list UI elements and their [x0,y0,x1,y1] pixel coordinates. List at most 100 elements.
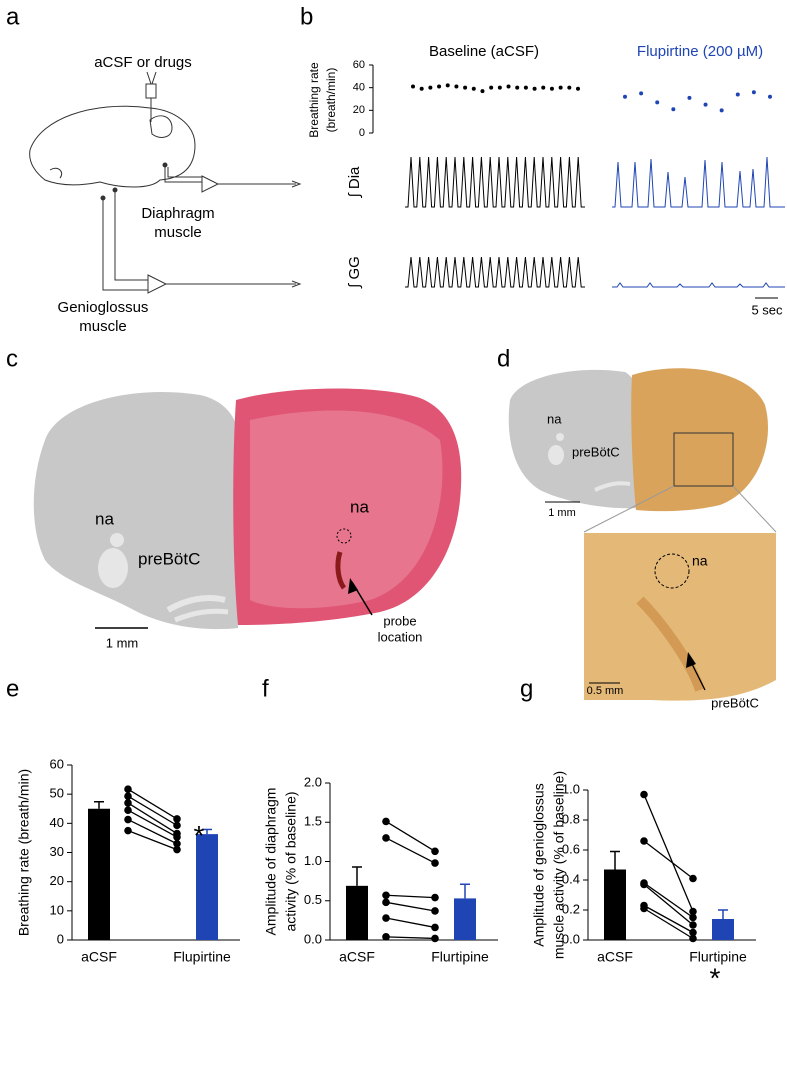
rate-dot [515,85,520,90]
subject-dot [640,904,648,913]
panel-letter: c [6,345,18,372]
subject-dot [173,833,181,841]
y-tick-label: 60 [353,59,365,71]
subject-line [385,936,436,940]
subject-dot [382,898,390,907]
rate-dot [480,89,485,94]
subject-line [643,882,694,919]
y-tick-label: 1.5 [304,814,322,829]
subject-dot [173,845,181,854]
y-axis-label: Breathing rate (breath/min) [16,769,32,936]
trace [612,282,785,288]
rate-dot [655,100,660,105]
y-tick-label: 0 [57,931,64,946]
y-tick-label: 40 [353,82,365,94]
rate-dot [497,85,502,90]
y-tick-label: 30 [50,844,64,859]
scale-label: 0.5 mm [587,685,624,697]
rate-dot [567,85,572,90]
subject-line [643,840,694,880]
section-image [508,368,777,701]
subject-line [127,802,178,835]
significance: * [710,962,721,993]
scale-label: 5 sec [751,302,783,317]
rate-dot [523,85,528,90]
scale-label: 1 mm [548,507,576,519]
subject-dot [431,923,439,932]
subject-dot [124,815,132,824]
bar [604,869,626,940]
y-axis-label: (breath/min) [324,68,338,133]
panel-letter: b [300,3,313,30]
subject-dot [382,834,390,842]
subject-dot [689,913,697,922]
x-tick-label: aCSF [81,949,117,965]
trace [405,156,585,208]
panel-letter: e [6,675,19,702]
bar [88,808,110,940]
rate-dot [751,90,756,95]
region-label: preBötC [138,549,200,568]
x-tick-label: Flurtipine [431,949,489,965]
region-label: preBötC [711,695,759,710]
rate-dot [623,94,627,99]
y-tick-label: 10 [50,902,64,917]
y-axis-label: Amplitude of diaphragm [263,788,279,936]
bar [454,898,476,940]
subject-dot [124,792,132,801]
x-tick-label: aCSF [597,949,633,965]
subject-line [127,795,178,826]
muscle-label: muscle [79,318,127,335]
rate-dot [558,85,563,90]
muscle-label: Diaphragm [141,205,214,222]
y-tick-label: 0.2 [562,901,580,916]
region-label: na [692,553,708,569]
rate-dot [687,95,692,100]
y-tick-label: 50 [50,786,64,801]
panel-letter: a [6,3,20,30]
subject-dot [689,921,697,929]
trace-label: ∫ GG [346,256,363,289]
muscle-label: muscle [154,224,202,241]
panel-letter: d [497,345,510,372]
scale-label: 1 mm [106,635,139,650]
infusion-label: aCSF or drugs [94,54,192,71]
section-image [33,388,462,630]
x-tick-label: aCSF [339,949,375,965]
y-tick-label: 20 [50,873,64,888]
x-tick-label: Flupirtine [173,949,231,965]
bar [712,919,734,940]
probe-label: probe [383,613,416,628]
rate-dot [703,102,708,107]
y-tick-label: 0.8 [562,811,580,826]
rate-dot [411,84,415,89]
y-axis-label: Amplitude of genioglossus [531,783,547,946]
subject-dot [382,914,390,922]
subject-dot [431,934,439,943]
rate-dot [576,86,580,91]
rate-dot [639,91,644,96]
subject-line [643,904,694,934]
subject-line [643,794,694,912]
x-tick-label: Flurtipine [689,949,747,965]
trace [612,156,785,208]
y-tick-label: 0.6 [562,841,580,856]
rate-dot [768,94,772,99]
subject-dot [640,790,648,799]
rate-dot [445,83,450,88]
rate-dot [735,92,740,97]
trace [405,256,585,288]
subject-dot [689,934,697,943]
region-label: na [547,411,562,426]
subject-line [643,883,694,926]
subject-line [385,901,436,912]
subject-dot [124,799,132,807]
subject-dot [640,837,648,845]
rate-dot [454,84,459,89]
y-axis-label: muscle activity (% of baseline) [551,771,567,959]
rate-dot [428,85,433,90]
trace-label: ∫ Dia [346,166,363,198]
subject-dot [173,839,181,848]
probe-label: location [378,629,423,644]
